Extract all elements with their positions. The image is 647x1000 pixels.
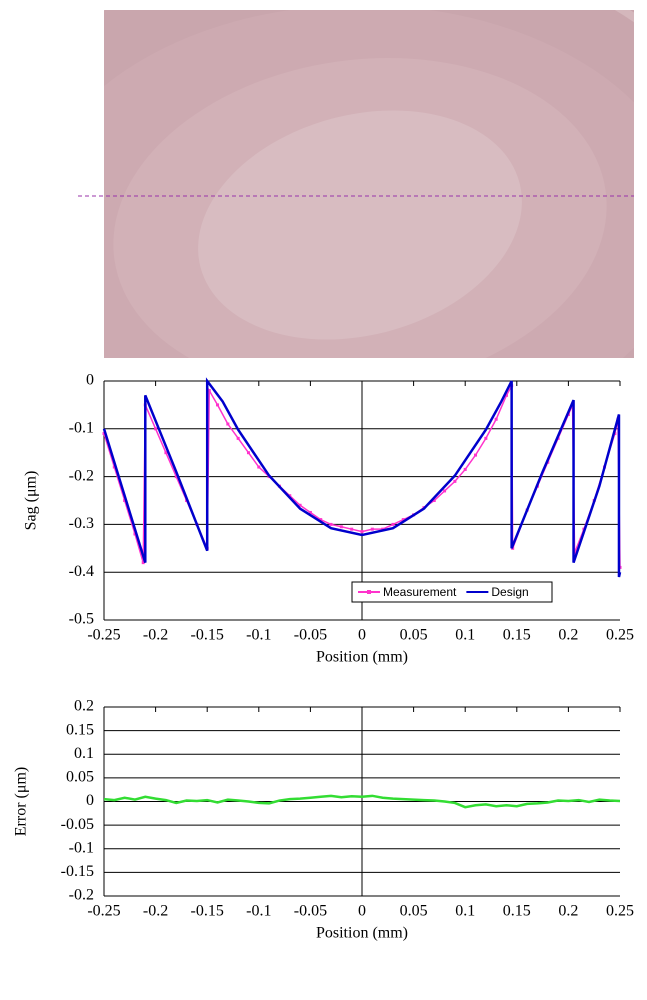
y-tick-label: -0.4	[69, 563, 94, 580]
data-marker	[257, 465, 261, 469]
y-tick-label: 0	[86, 372, 94, 389]
data-marker	[504, 393, 508, 397]
data-marker	[133, 532, 137, 536]
data-marker	[484, 436, 488, 440]
data-marker	[401, 518, 405, 522]
data-marker	[350, 527, 354, 531]
data-marker	[226, 422, 230, 426]
y-axis-title: Sag (μm)	[23, 471, 40, 531]
y-tick-label: -0.5	[69, 611, 94, 628]
x-tick-label: 0	[358, 627, 366, 644]
x-axis-title: Position (mm)	[316, 925, 408, 942]
data-marker	[164, 451, 168, 455]
data-marker	[112, 465, 116, 469]
data-marker	[391, 522, 395, 526]
data-marker	[123, 499, 127, 502]
x-tick-label: -0.25	[87, 903, 120, 920]
data-marker	[432, 499, 436, 502]
data-marker	[474, 453, 478, 457]
y-tick-label: 0.15	[66, 721, 94, 738]
y-tick-label: 0.1	[74, 745, 94, 762]
data-marker	[207, 389, 211, 393]
data-marker	[246, 451, 250, 455]
data-marker	[370, 527, 374, 531]
y-tick-label: -0.2	[69, 467, 94, 484]
x-tick-label: 0.1	[455, 627, 475, 644]
data-marker	[319, 518, 323, 522]
y-tick-label: 0.2	[74, 698, 94, 715]
x-tick-label: 0.05	[400, 903, 428, 920]
data-marker	[494, 417, 498, 421]
x-tick-label: 0	[358, 903, 366, 920]
y-tick-label: 0	[86, 792, 94, 809]
x-tick-label: -0.15	[191, 627, 224, 644]
x-tick-label: -0.15	[191, 903, 224, 920]
y-tick-label: -0.1	[69, 419, 94, 436]
y-tick-label: -0.05	[61, 816, 94, 833]
y-tick-label: -0.3	[69, 515, 94, 532]
data-marker	[329, 522, 333, 526]
data-marker	[216, 403, 220, 407]
legend-box	[351, 581, 553, 603]
data-line	[103, 794, 621, 809]
data-marker	[443, 489, 447, 493]
x-tick-label: -0.05	[294, 627, 327, 644]
x-axis-title: Position (mm)	[316, 649, 408, 666]
data-line	[102, 377, 622, 578]
x-tick-label: -0.05	[294, 903, 327, 920]
data-marker	[453, 479, 457, 483]
x-tick-label: -0.1	[246, 627, 271, 644]
data-marker	[360, 530, 364, 534]
x-tick-label: -0.2	[143, 627, 168, 644]
legend-label: Measurement	[383, 585, 457, 599]
x-tick-label: 0.1	[455, 903, 475, 920]
data-marker	[154, 427, 158, 431]
data-marker	[463, 467, 467, 471]
y-axis-title: Error (μm)	[13, 767, 30, 836]
x-tick-label: 0.2	[558, 627, 578, 644]
microscope-image	[104, 10, 634, 358]
data-marker	[308, 510, 312, 514]
data-marker	[141, 561, 145, 565]
data-marker	[236, 436, 240, 440]
data-marker	[174, 475, 178, 479]
y-tick-label: 0.05	[66, 769, 94, 786]
x-tick-label: 0.2	[558, 903, 578, 920]
data-marker	[288, 494, 292, 498]
x-tick-label: -0.2	[143, 903, 168, 920]
legend-label: Design	[491, 585, 528, 599]
x-tick-label: 0.15	[503, 903, 531, 920]
x-tick-label: -0.25	[87, 627, 120, 644]
y-tick-label: -0.1	[69, 839, 94, 856]
y-tick-label: -0.15	[61, 863, 94, 880]
x-tick-label: 0.25	[606, 627, 634, 644]
x-tick-label: 0.15	[503, 627, 531, 644]
data-marker	[298, 503, 302, 507]
data-marker	[102, 432, 106, 436]
data-marker	[339, 525, 343, 529]
legend-marker	[367, 590, 371, 594]
x-tick-label: 0.05	[400, 627, 428, 644]
x-tick-label: 0.25	[606, 903, 634, 920]
y-tick-label: -0.2	[69, 887, 94, 904]
x-tick-label: -0.1	[246, 903, 271, 920]
